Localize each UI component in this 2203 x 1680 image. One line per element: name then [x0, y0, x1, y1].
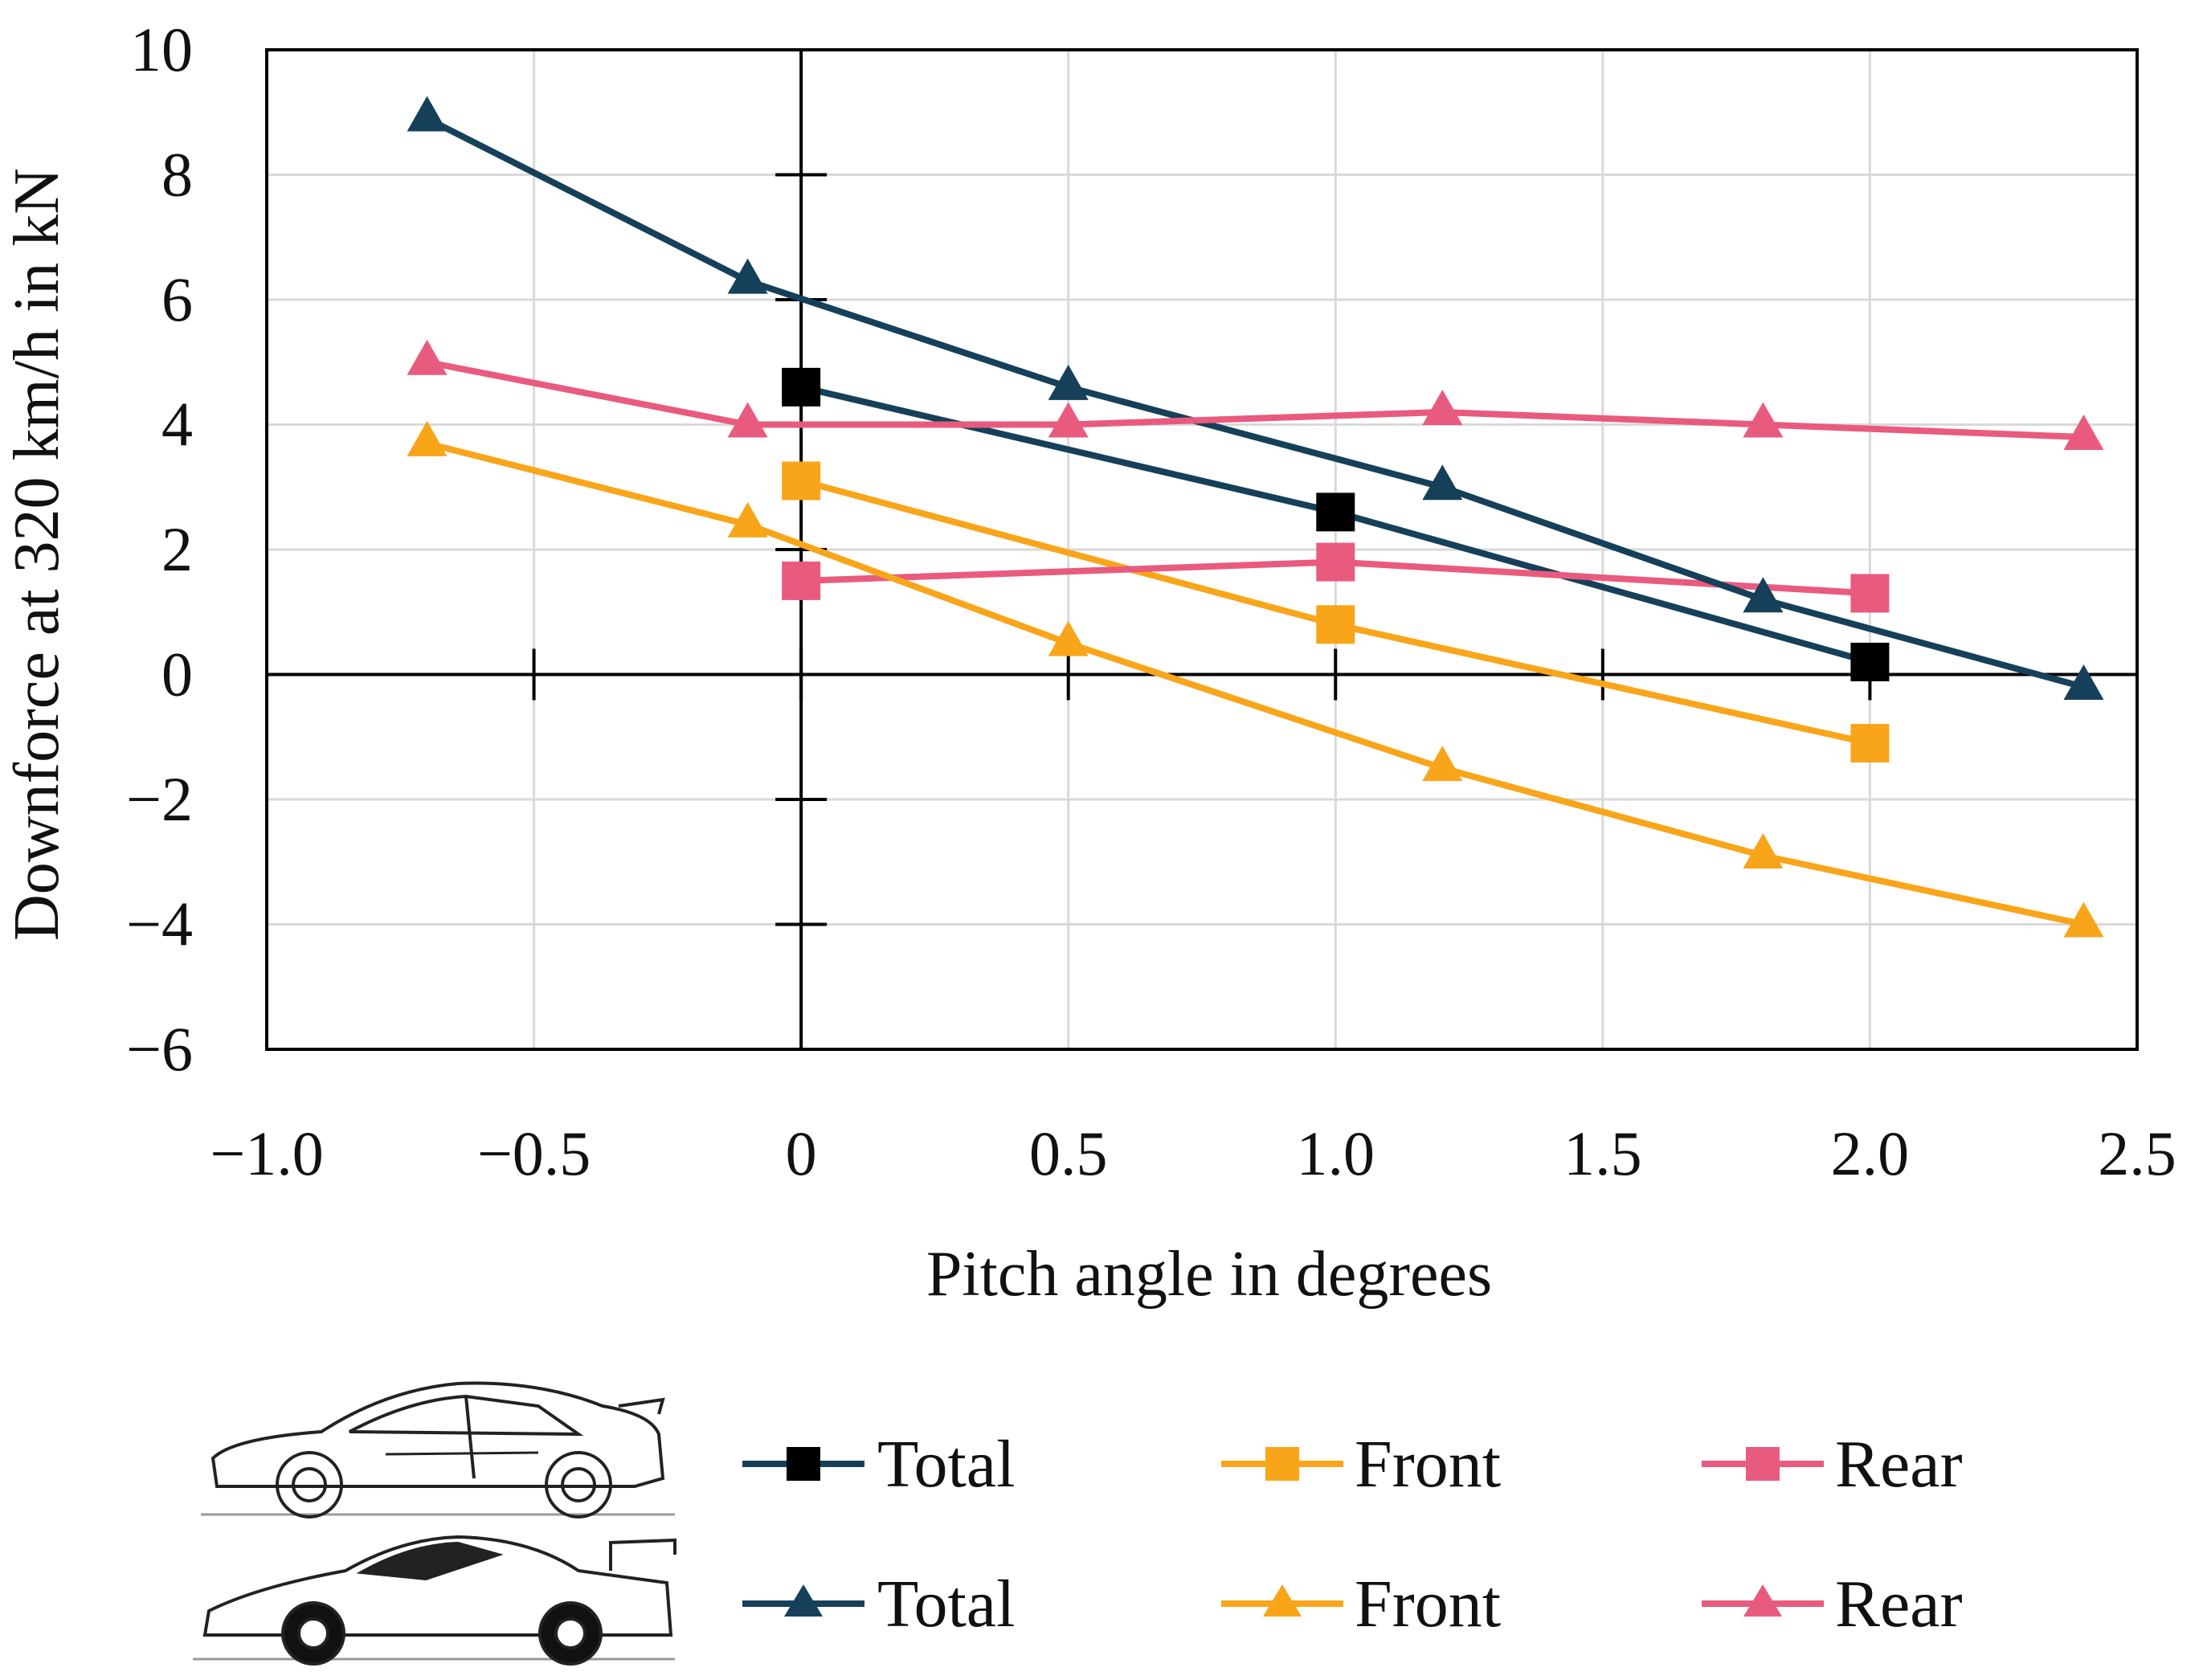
- y-tick-label: 0: [161, 640, 193, 709]
- y-tick-label: 8: [161, 140, 193, 210]
- data-point-front-road-car: [1316, 605, 1355, 644]
- axes: [265, 48, 2139, 1051]
- y-tick-label: 10: [130, 14, 193, 84]
- data-point-front-race-car: [1743, 832, 1784, 869]
- legend-item-rear-road: Rear: [1702, 1427, 1963, 1502]
- x-tick-label: 0: [786, 1118, 817, 1188]
- series-line-rear-race-car: [426, 358, 2084, 441]
- x-tick-label: −0.5: [477, 1118, 591, 1188]
- data-point-front-road-car: [1850, 724, 1890, 763]
- data-point-total-race-car: [1048, 364, 1089, 400]
- data-point-rear-race-car: [407, 339, 448, 375]
- data-point-total-road-car: [1316, 493, 1355, 532]
- data-point-total-road-car: [1850, 642, 1890, 681]
- x-tick-label: 1.0: [1297, 1118, 1375, 1188]
- legend: Total Front Rear Total Front Rear: [742, 1427, 1963, 1641]
- data-point-rear-race-car: [1743, 402, 1784, 438]
- y-tick-label: −6: [126, 1014, 193, 1084]
- legend-item-front-race: Front: [1221, 1567, 1501, 1641]
- data-point-rear-race-car: [1422, 389, 1463, 425]
- data-point-total-race-car: [727, 258, 768, 294]
- legend-item-total-race: Total: [742, 1567, 1015, 1641]
- series: [407, 96, 2104, 938]
- legend-marker-triangle: [1263, 1584, 1302, 1617]
- data-point-total-road-car: [782, 367, 821, 407]
- legend-marker-square: [1265, 1447, 1299, 1481]
- legend-label-front-race: Front: [1355, 1567, 1501, 1641]
- data-point-front-race-car: [2063, 901, 2104, 938]
- legend-item-rear-race: Rear: [1702, 1567, 1963, 1641]
- legend-marker-triangle: [1743, 1584, 1782, 1617]
- x-tick-label: 2.5: [2098, 1118, 2176, 1188]
- data-point-front-road-car: [782, 461, 821, 501]
- y-tick-label: 2: [161, 514, 193, 584]
- plot-frame: [265, 48, 2139, 1051]
- x-axis-title: Pitch angle in degrees: [926, 1239, 1492, 1310]
- data-point-total-race-car: [2063, 664, 2104, 701]
- data-point-total-race-car: [1422, 464, 1463, 501]
- legend-label-front-road: Front: [1355, 1427, 1501, 1502]
- data-point-front-race-car: [407, 420, 448, 456]
- y-tick-label: 4: [161, 390, 193, 460]
- x-tick-label: 0.5: [1029, 1118, 1108, 1188]
- legend-label-total-road: Total: [877, 1427, 1015, 1502]
- series-line-front-race-car: [426, 439, 2085, 928]
- data-point-front-race-car: [1422, 746, 1463, 782]
- data-point-front-race-car: [727, 501, 768, 538]
- legend-marker-square: [1746, 1447, 1780, 1481]
- data-point-rear-race-car: [1048, 402, 1089, 438]
- legend-item-front-road: Front: [1221, 1427, 1501, 1502]
- grid: [265, 48, 2139, 1051]
- road-car-illustration: [201, 1381, 675, 1519]
- race-car-illustration: [193, 1535, 676, 1666]
- legend-marker-triangle: [784, 1584, 823, 1617]
- legend-label-total-race: Total: [877, 1567, 1015, 1641]
- data-point-total-race-car: [1743, 577, 1784, 613]
- data-point-total-race-car: [407, 96, 448, 132]
- y-axis-title: Downforce at 320 km/h in kN: [2, 168, 72, 941]
- series-line-total-race-car: [425, 115, 2085, 690]
- x-tick-label: 2.0: [1831, 1118, 1910, 1188]
- legend-marker-square: [787, 1447, 820, 1481]
- data-point-front-race-car: [1048, 620, 1089, 656]
- y-tick-label: −2: [126, 764, 193, 834]
- legend-label-rear-road: Rear: [1835, 1427, 1963, 1502]
- x-tick-label: −1.0: [210, 1118, 324, 1188]
- data-point-rear-race-car: [727, 402, 768, 438]
- data-point-rear-road-car: [1316, 542, 1355, 582]
- data-point-rear-road-car: [782, 561, 821, 600]
- y-tick-label: 6: [161, 264, 193, 334]
- tick-labels: −1.0 −0.5 0 0.5 1.0 1.5 2.0 2.5 −6 −4 −2 0 2 4 6 8 10: [126, 14, 2176, 1188]
- x-tick-label: 1.5: [1563, 1118, 1642, 1188]
- legend-item-total-road: Total: [742, 1427, 1015, 1502]
- data-point-rear-road-car: [1850, 574, 1890, 613]
- legend-label-rear-race: Rear: [1835, 1567, 1963, 1641]
- y-tick-label: −4: [126, 889, 193, 959]
- data-point-rear-race-car: [2063, 415, 2104, 451]
